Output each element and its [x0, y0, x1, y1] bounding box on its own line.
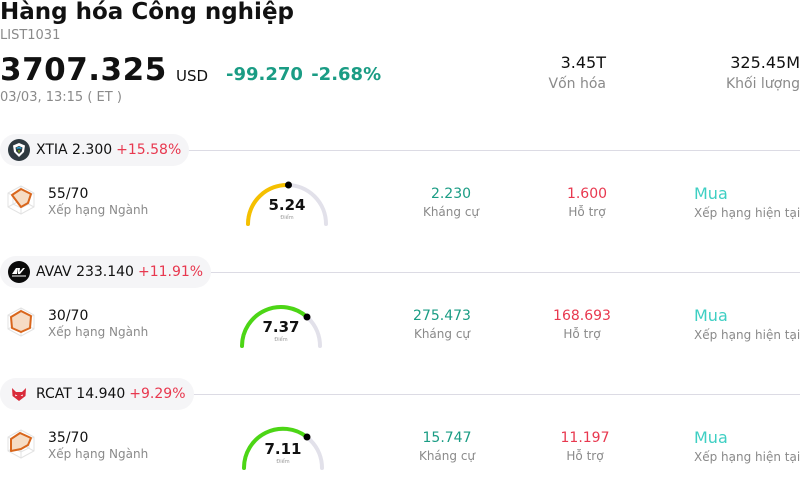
stock-pill[interactable]: AVAV 233.140 +11.91%	[0, 256, 212, 288]
list-title: Hàng hóa Công nghiệp	[0, 0, 295, 25]
rating-value: Mua	[694, 306, 728, 325]
rating-value: Mua	[694, 184, 728, 203]
market-cap-stat: 3.45T Vốn hóa	[549, 53, 606, 92]
stock-symbol-price: XTIA 2.300	[36, 142, 113, 158]
radar-rank-icon	[7, 307, 35, 337]
price-change: -99.270 -2.68%	[226, 64, 382, 85]
rating-label: Xếp hạng hiện tại	[694, 328, 800, 342]
industry-rank: 30/70 Xếp hạng Ngành	[48, 308, 148, 339]
xtia-shield-logo-icon	[8, 139, 30, 161]
resistance-value: 2.230	[430, 186, 472, 202]
market-cap-value: 3.45T	[560, 53, 606, 72]
divider	[192, 394, 800, 395]
rank-label: Xếp hạng Ngành	[48, 203, 149, 217]
stock-card[interactable]: RCAT 14.940 +9.29% 35/70 Xếp hạng Ngành …	[0, 378, 800, 488]
resistance-value: 275.473	[413, 308, 471, 324]
stock-change-pct: +15.58%	[116, 142, 182, 158]
industry-rank: 35/70 Xếp hạng Ngành	[48, 430, 148, 461]
resistance: 15.747 Kháng cự	[414, 430, 480, 463]
stock-pill[interactable]: XTIA 2.300 +15.58%	[0, 134, 190, 166]
support-label: Hỗ trợ	[563, 327, 601, 341]
industry-rank: 55/70 Xếp hạng Ngành	[48, 186, 148, 217]
current-rating: Mua Xếp hạng hiện tại	[694, 306, 800, 342]
volume-label: Khối lượng	[725, 76, 800, 92]
score-value: 7.11	[264, 440, 302, 458]
rating-value: Mua	[694, 428, 728, 447]
current-rating: Mua Xếp hạng hiện tại	[694, 184, 800, 220]
rank-label: Xếp hạng Ngành	[48, 447, 149, 461]
stock-card[interactable]: AVAV 233.140 +11.91% 30/70 Xếp hạng Ngàn…	[0, 256, 800, 378]
volume-value: 325.45M	[730, 53, 800, 72]
stock-change-pct: +9.29%	[129, 386, 186, 402]
resistance-label: Kháng cự	[413, 327, 471, 341]
rcat-cat-logo-icon	[8, 383, 30, 405]
divider	[188, 150, 800, 151]
stock-pill[interactable]: RCAT 14.940 +9.29%	[0, 378, 194, 410]
rank-label: Xếp hạng Ngành	[48, 325, 149, 339]
list-code: LIST1031	[0, 28, 61, 43]
support-label: Hỗ trợ	[568, 205, 606, 219]
stock-card[interactable]: XTIA 2.300 +15.58% 55/70 Xếp hạng Ngành …	[0, 134, 800, 256]
market-cap-label: Vốn hóa	[548, 76, 606, 92]
support-label: Hỗ trợ	[566, 449, 604, 463]
divider	[210, 272, 800, 273]
support: 1.600 Hỗ trợ	[556, 186, 618, 219]
support-value: 1.600	[566, 186, 608, 202]
rating-label: Xếp hạng hiện tại	[694, 206, 800, 220]
currency: USD	[176, 67, 209, 85]
avav-logo-icon	[8, 261, 30, 283]
current-rating: Mua Xếp hạng hiện tại	[694, 428, 800, 464]
support-value: 11.197	[560, 430, 610, 446]
support-value: 168.693	[553, 308, 611, 324]
score-value: 7.37	[262, 318, 300, 336]
stock-symbol-price: RCAT 14.940	[36, 386, 126, 402]
score-gauge: 7.11 Điểm	[238, 420, 328, 472]
stock-change-pct: +11.91%	[137, 264, 204, 280]
timestamp: 03/03, 13:15 ( ET )	[0, 90, 122, 105]
resistance: 2.230 Kháng cự	[420, 186, 482, 219]
resistance-label: Kháng cự	[418, 449, 476, 463]
rank-value: 35/70	[48, 430, 89, 446]
radar-rank-icon	[7, 185, 35, 215]
score-value: 5.24	[268, 196, 306, 214]
rating-label: Xếp hạng hiện tại	[694, 450, 800, 464]
stock-symbol-price: AVAV 233.140	[36, 264, 134, 280]
radar-rank-icon	[7, 429, 35, 459]
resistance: 275.473 Kháng cự	[406, 308, 478, 341]
resistance-value: 15.747	[422, 430, 472, 446]
support: 168.693 Hỗ trợ	[546, 308, 618, 341]
index-price: 3707.325	[0, 52, 167, 88]
score-label: Điểm	[274, 337, 288, 343]
support: 11.197 Hỗ trợ	[552, 430, 618, 463]
score-label: Điểm	[280, 215, 294, 221]
volume-stat: 325.45M Khối lượng	[726, 53, 800, 92]
score-gauge: 7.37 Điểm	[236, 298, 326, 350]
score-gauge: 5.24 Điểm	[242, 176, 332, 228]
rank-value: 30/70	[48, 308, 89, 324]
resistance-label: Kháng cự	[422, 205, 480, 219]
score-label: Điểm	[276, 459, 290, 465]
rank-value: 55/70	[48, 186, 89, 202]
